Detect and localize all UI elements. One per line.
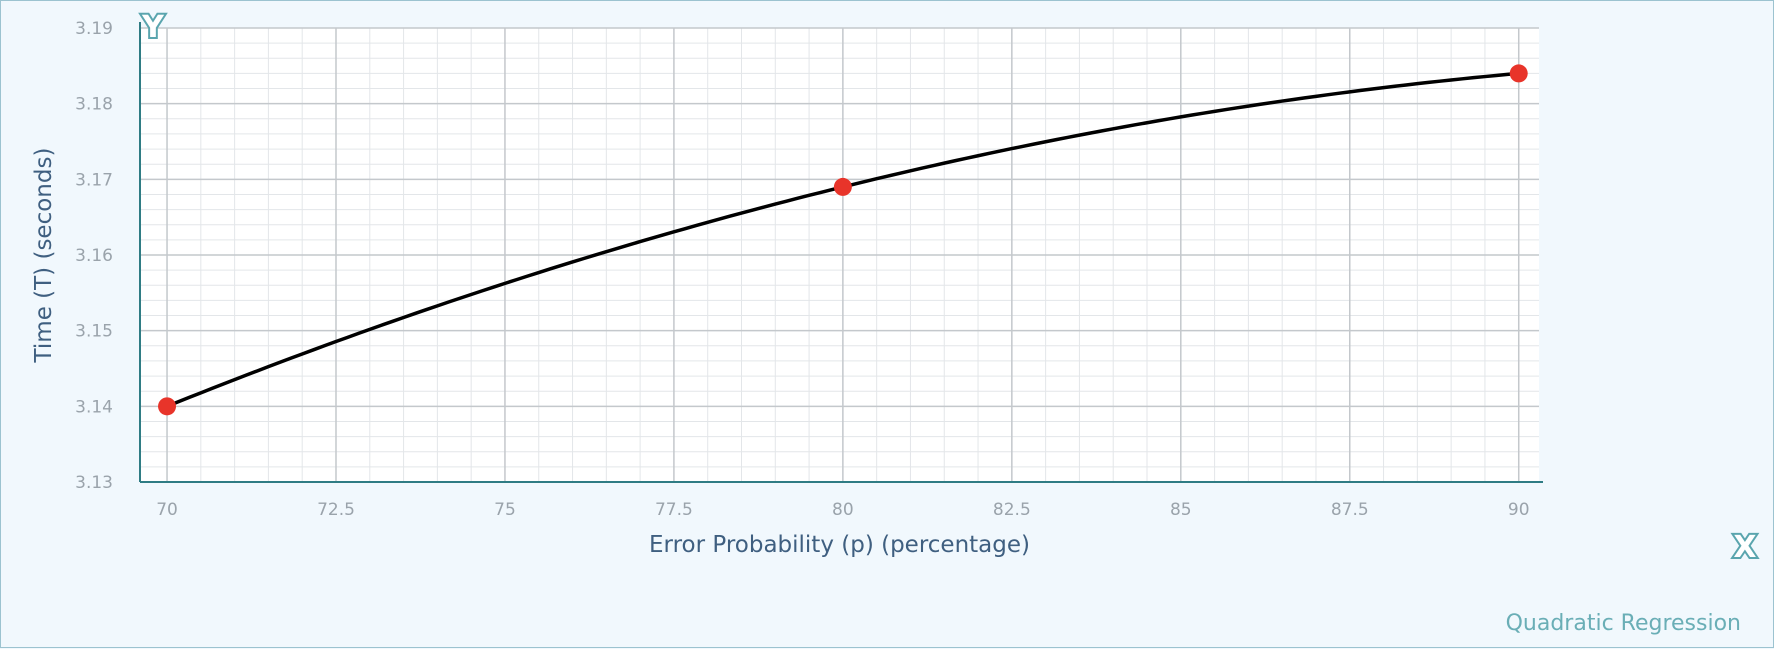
y-axis-title: Time (T) (seconds) <box>31 148 57 364</box>
data-point <box>1509 64 1528 83</box>
regression-caption: Quadratic Regression <box>1506 611 1741 636</box>
y-tick-label: 3.16 <box>75 246 113 266</box>
axes <box>139 22 1543 483</box>
x-tick-label: 87.5 <box>1331 500 1369 520</box>
data-point <box>158 397 177 416</box>
x-tick-label: 90 <box>1508 500 1530 520</box>
y-axis-badge-icon: Y <box>141 10 165 45</box>
data-points <box>158 64 1528 416</box>
x-tick-labels: 70 72.5 75 77.5 80 82.5 85 87.5 90 <box>156 500 1529 520</box>
y-tick-label: 3.14 <box>75 397 113 417</box>
data-point <box>833 177 852 196</box>
x-axis-title: Error Probability (p) (percentage) <box>649 532 1030 558</box>
x-tick-label: 70 <box>156 500 178 520</box>
y-tick-label: 3.18 <box>75 95 113 115</box>
y-tick-label: 3.17 <box>75 170 113 190</box>
x-axis-badge-icon: X <box>1733 530 1756 565</box>
x-tick-label: 82.5 <box>993 500 1031 520</box>
y-tick-label: 3.19 <box>75 19 113 39</box>
y-tick-label: 3.15 <box>75 322 113 342</box>
y-tick-label: 3.13 <box>75 473 113 493</box>
x-tick-label: 80 <box>832 500 854 520</box>
x-tick-label: 85 <box>1170 500 1192 520</box>
x-tick-label: 72.5 <box>317 500 355 520</box>
x-tick-label: 77.5 <box>655 500 693 520</box>
x-tick-label: 75 <box>494 500 516 520</box>
y-tick-labels: 3.13 3.14 3.15 3.16 3.17 3.18 3.19 <box>75 19 113 493</box>
